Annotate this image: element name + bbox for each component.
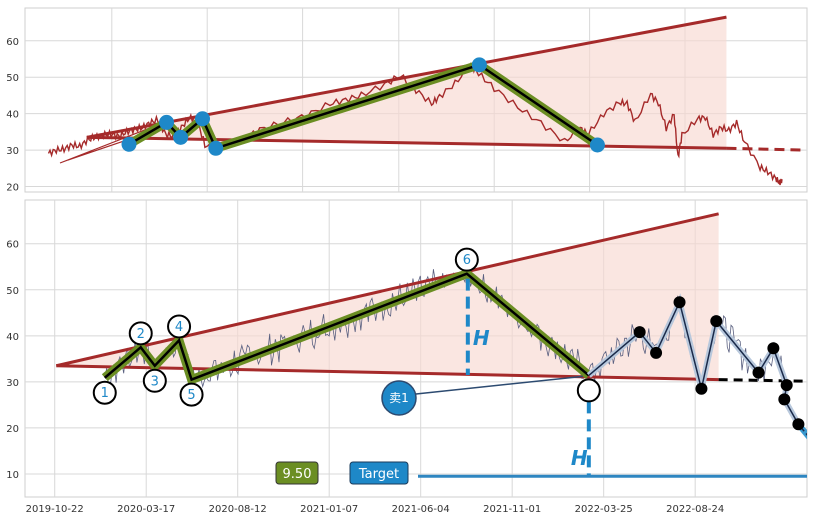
bottom-lower-trendline — [56, 364, 719, 382]
target-value-text: 9.50 — [283, 467, 312, 482]
swing-point — [780, 379, 793, 392]
swing-point — [650, 346, 663, 359]
bottom-y-tick-label: 50 — [6, 286, 19, 297]
top-pattern-point — [121, 136, 137, 152]
sell-connector — [415, 375, 583, 395]
bottom-triangle-fill — [56, 213, 719, 380]
pattern-point-3: 3 — [142, 368, 167, 393]
swing-point — [710, 315, 723, 328]
target-value-badge — [275, 461, 319, 485]
pattern-point-label: 4 — [175, 320, 183, 335]
pattern-point-6: 6 — [454, 247, 479, 272]
top-pattern-point — [173, 129, 189, 145]
top-y-tick-label: 20 — [6, 183, 19, 194]
pattern-point-circle — [142, 368, 167, 393]
bottom-y-tick-label: 60 — [6, 240, 19, 251]
bottom-x-tick-label: 2020-08-12 — [209, 504, 267, 515]
pattern-point-label: 6 — [463, 253, 471, 268]
pattern-point-circle — [454, 247, 479, 272]
swing-point — [695, 382, 708, 395]
top-pattern-point — [159, 114, 175, 130]
top-y-ticks: 20 30 40 50 60 — [6, 37, 19, 194]
bottom-lower-trendline-extension — [718, 378, 807, 383]
top-lower-trendline — [86, 135, 727, 150]
bottom-panel: 10 20 30 40 50 60 2019-10-22 2020-03-17 2020-08… — [6, 199, 808, 515]
bottom-y-tick-label: 10 — [6, 470, 19, 481]
bottom-x-tick-label: 2021-01-07 — [300, 504, 358, 515]
bottom-pattern-line — [103, 272, 590, 382]
pattern-point-circle — [92, 380, 117, 405]
top-y-tick-label: 50 — [6, 73, 19, 84]
pattern-point-1: 1 — [92, 380, 117, 405]
target-label-text: Target — [358, 467, 399, 482]
pattern-point-label: 3 — [151, 374, 159, 389]
top-panel: 20 30 40 50 60 — [6, 7, 808, 194]
swing-point — [792, 418, 805, 431]
bottom-x-tick-label: 2022-08-24 — [666, 504, 724, 515]
bottom-x-tick-label: 2022-03-25 — [575, 504, 633, 515]
pattern-point-label: 5 — [187, 388, 195, 403]
top-pattern-point — [208, 140, 224, 156]
bottom-x-ticks: 2019-10-22 2020-03-17 2020-08-12 2021-01-07… — [26, 504, 725, 515]
height-label-breakout: H — [571, 446, 588, 470]
bottom-x-tick-label: 2019-10-22 — [26, 504, 84, 515]
sell-signal-marker — [381, 380, 417, 416]
top-pattern-point — [471, 57, 487, 73]
bottom-projection-outline — [796, 422, 807, 440]
bottom-y-tick-label: 40 — [6, 332, 19, 343]
bottom-swing-points — [633, 296, 805, 431]
pattern-point-circle — [179, 382, 204, 407]
bottom-y-tick-label: 30 — [6, 378, 19, 389]
swing-point — [767, 342, 780, 355]
pattern-point-7 — [576, 378, 601, 403]
top-y-tick-label: 60 — [6, 37, 19, 48]
top-lower-trendline-extension — [726, 146, 806, 152]
bottom-y-tick-label: 20 — [6, 424, 19, 435]
top-y-tick-label: 30 — [6, 146, 19, 157]
top-upper-trendline — [86, 15, 727, 139]
top-y-tick-label: 40 — [6, 110, 19, 121]
swing-point — [752, 366, 765, 379]
pattern-point-label: 2 — [137, 327, 145, 342]
pattern-point-circle — [128, 321, 153, 346]
pattern-point-circle — [576, 378, 601, 403]
swing-point — [673, 296, 686, 309]
top-pattern-point — [589, 137, 605, 153]
pattern-point-circle — [167, 314, 192, 339]
pattern-point-label: 1 — [101, 386, 109, 401]
bottom-y-ticks: 10 20 30 40 50 60 — [6, 240, 19, 481]
pattern-point-4: 4 — [167, 314, 192, 339]
bottom-x-tick-label: 2020-03-17 — [117, 504, 175, 515]
height-label-peak: H — [473, 326, 490, 350]
target-label-badge — [349, 461, 409, 485]
pattern-point-2: 2 — [128, 321, 153, 346]
bottom-pattern-points: 1 2 3 4 5 6 — [92, 247, 601, 407]
swing-point — [633, 326, 646, 339]
top-pattern-point — [195, 111, 211, 127]
sell-signal-label: 卖1 — [389, 391, 409, 405]
pattern-point-5: 5 — [179, 382, 204, 407]
bottom-upper-trendline — [55, 212, 719, 368]
swing-point — [778, 393, 791, 406]
top-pattern-points — [121, 57, 605, 156]
bottom-x-tick-label: 2021-11-01 — [483, 504, 541, 515]
bottom-x-tick-label: 2021-06-04 — [392, 504, 450, 515]
